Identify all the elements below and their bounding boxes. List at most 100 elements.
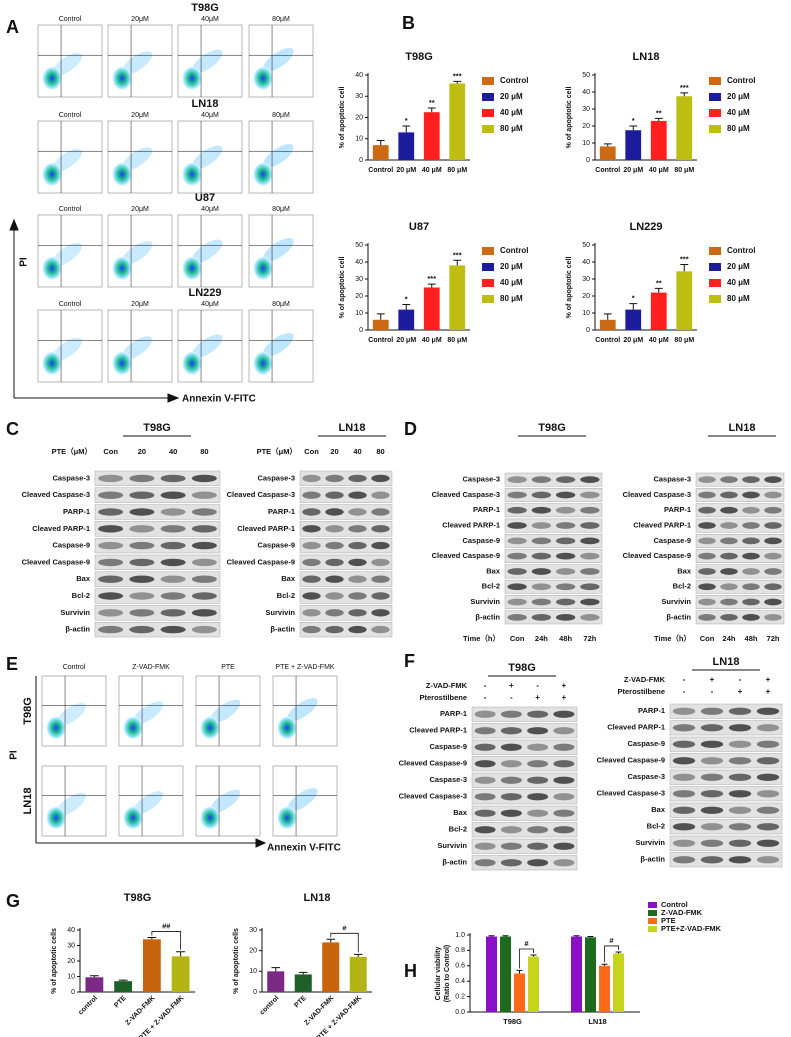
error-bar	[176, 951, 186, 957]
blot-band	[742, 568, 760, 575]
panel-label: F	[404, 651, 415, 671]
blot-band	[129, 609, 155, 617]
x-tick-label: 40 μM	[422, 337, 442, 344]
error-bar	[615, 951, 622, 954]
x-tick-label: T98G	[503, 1017, 522, 1026]
blot-strip	[504, 549, 603, 564]
treatment-sign: -	[510, 693, 513, 702]
significance: ***	[680, 83, 689, 92]
blot-strip	[471, 772, 578, 788]
blot-band	[672, 740, 696, 748]
blot-band	[728, 757, 752, 765]
blot-band	[728, 806, 752, 814]
blot-band	[555, 522, 576, 529]
blot-band	[371, 625, 390, 634]
legend-swatch	[648, 926, 657, 932]
blot-band	[474, 710, 496, 718]
blot-strip	[695, 518, 785, 533]
blot-band	[507, 476, 527, 484]
cell-line-title: U87	[195, 192, 215, 204]
legend-swatch	[648, 902, 657, 908]
blot-strip	[504, 595, 603, 609]
protein-label: Caspase-3	[462, 475, 500, 484]
x-tick-label: 80 μM	[674, 167, 694, 174]
protein-label: Cleaved Caspase-3	[399, 792, 467, 801]
cell-line-title: LN18	[192, 98, 219, 110]
condition-label: PTE	[221, 664, 235, 671]
dose-label: Control	[59, 206, 82, 213]
blot-band	[527, 710, 549, 718]
chart-title: T98G	[405, 51, 433, 63]
blot-band	[348, 609, 367, 617]
y-axis-label: % of apoptotic cell	[566, 257, 573, 319]
legend-label: 20 μM	[727, 92, 750, 101]
panel-label: H	[404, 961, 417, 981]
blot-band	[580, 522, 600, 529]
blot-strip	[471, 789, 578, 805]
y-tick-label: 30	[355, 276, 363, 283]
blot-band	[531, 491, 552, 499]
blot-band	[348, 575, 367, 583]
blot-band	[302, 541, 321, 550]
blot-band	[728, 823, 752, 831]
blot-band	[507, 506, 527, 514]
blot-band	[555, 598, 576, 606]
blot-band	[756, 806, 780, 814]
lane-label: 20	[330, 447, 338, 456]
bar	[599, 146, 616, 160]
blot-band	[553, 793, 575, 801]
bar	[571, 936, 582, 1012]
blot-strip	[695, 503, 785, 518]
blot-band	[325, 625, 344, 634]
protein-label: β-actin	[65, 625, 90, 634]
blot-strip	[94, 538, 221, 554]
protein-label: Survivin	[437, 841, 467, 850]
blot-band	[160, 474, 186, 483]
lane-label: 72h	[583, 634, 596, 643]
dose-label: 20μM	[131, 206, 149, 213]
blot-band	[500, 842, 522, 850]
lane-label: Con	[103, 447, 118, 456]
blot-band	[527, 859, 549, 867]
lane-label: 48h	[559, 634, 572, 643]
x-tick-label: 20 μM	[623, 167, 643, 174]
protein-label: Bax	[281, 574, 296, 583]
blot-band	[764, 583, 782, 591]
blot-band	[728, 856, 752, 864]
x-tick-label: control	[77, 995, 99, 1017]
blot-band	[531, 537, 552, 545]
protein-label: Bax	[76, 574, 91, 583]
blot-band	[302, 609, 321, 617]
blot-band	[531, 613, 552, 621]
cell-cluster	[182, 66, 202, 90]
legend-label: 80 μM	[500, 294, 523, 303]
error-bar	[376, 313, 385, 320]
y-axis-label: % of apoptotic cells	[233, 928, 240, 994]
blot-band	[500, 710, 522, 718]
blot-band	[756, 724, 780, 732]
blot-band	[191, 541, 217, 550]
y-tick-label: 0.6	[455, 963, 465, 970]
y-axis-label: % of apoptotic cell	[566, 87, 573, 149]
blot-band	[371, 609, 390, 617]
blot-band	[527, 727, 549, 735]
protein-label: Caspase-9	[52, 541, 90, 550]
blot-band	[700, 856, 724, 864]
blot-band	[191, 525, 217, 533]
lane-label: 40	[353, 447, 361, 456]
blot-band	[555, 613, 576, 621]
protein-label: Bcl-2	[277, 591, 295, 600]
protein-label: Bax	[651, 805, 666, 814]
protein-label: Bcl-2	[449, 825, 467, 834]
blot-title: LN18	[729, 422, 756, 434]
blot-band	[191, 558, 217, 567]
error-bar	[402, 304, 411, 310]
blot-band	[474, 793, 496, 801]
y-tick-label: 30	[67, 942, 75, 949]
protein-label: β-actin	[475, 612, 500, 621]
x-tick-label: Control	[368, 337, 393, 344]
blot-band	[580, 583, 600, 591]
bar	[500, 936, 511, 1012]
error-bar	[680, 264, 689, 272]
time-header: Time（h）	[463, 633, 500, 643]
